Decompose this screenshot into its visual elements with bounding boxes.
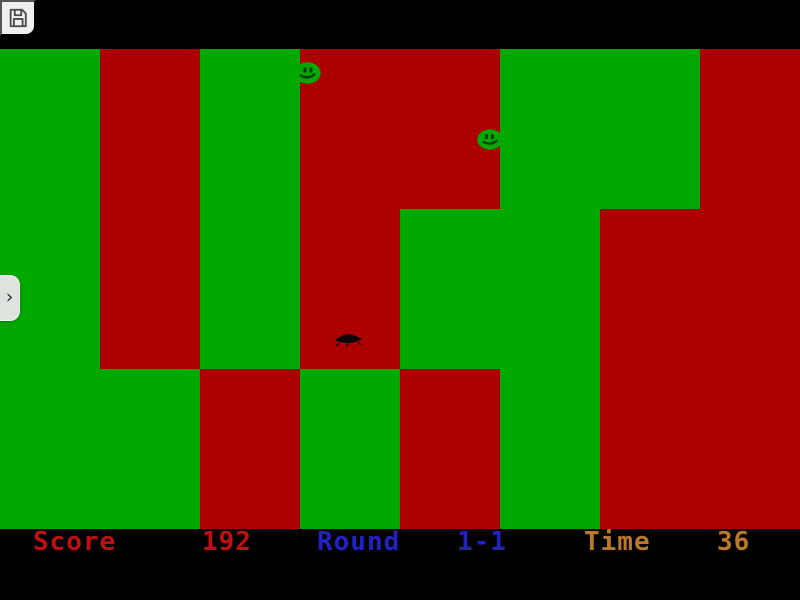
grid-cell-r2c3	[300, 369, 400, 529]
grid-cell-r2c1	[100, 369, 200, 529]
green-smiley-sprite-2	[477, 129, 503, 150]
grid-cell-r0c2	[200, 49, 300, 209]
grid-cell-r0c4	[400, 49, 500, 209]
save-state-button[interactable]	[0, 0, 36, 36]
grid-cell-r2c7	[700, 369, 800, 529]
floppy-disk-icon	[7, 7, 29, 29]
grid-cell-r0c0	[0, 49, 100, 209]
green-smiley-sprite-1	[294, 62, 321, 84]
grid-cell-r0c6	[600, 49, 700, 209]
black-fly-sprite	[335, 330, 362, 349]
round-label: Round	[317, 527, 401, 557]
game-status-bar: Score 192 Round 1-1 Time 36	[0, 529, 800, 600]
score-label: Score	[33, 527, 117, 557]
grid-cell-r1c5	[500, 209, 600, 369]
grid-cell-r2c6	[600, 369, 700, 529]
score-value: 192	[202, 527, 252, 557]
grid-cell-r0c5	[500, 49, 600, 209]
game-screen[interactable]	[0, 49, 800, 529]
grid-cell-r1c7	[700, 209, 800, 369]
grid-cell-r0c7	[700, 49, 800, 209]
grid-cell-r1c6	[600, 209, 700, 369]
grid-cell-r2c0	[0, 369, 100, 529]
grid-cell-r2c5	[500, 369, 600, 529]
emulator-top-bar	[0, 0, 800, 49]
grid-cell-r1c2	[200, 209, 300, 369]
sidebar-toggle-button[interactable]: ›	[0, 275, 20, 321]
grid-cell-r1c4	[400, 209, 500, 369]
grid-cell-r1c1	[100, 209, 200, 369]
grid-cell-r2c4	[400, 369, 500, 529]
grid-cell-r0c1	[100, 49, 200, 209]
chevron-right-icon: ›	[5, 285, 14, 308]
time-value: 36	[717, 527, 751, 557]
time-label: Time	[584, 527, 651, 557]
round-value: 1-1	[457, 527, 507, 557]
grid-cell-r2c2	[200, 369, 300, 529]
